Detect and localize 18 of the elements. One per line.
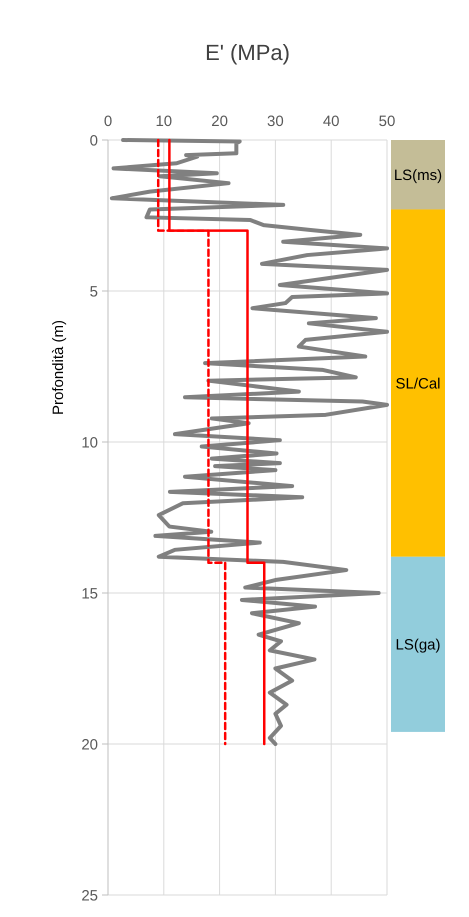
x-tick-label: 30 [267,113,284,130]
x-tick-label: 40 [322,113,340,130]
y-tick-label: 5 [90,283,98,300]
x-tick-label: 0 [104,113,112,130]
y-tick-label: 0 [90,132,98,150]
series-label: LS(ga) [395,636,441,654]
y-tick-label: 20 [81,736,98,754]
x-tick-label: 10 [155,113,172,130]
x-tick-label: 50 [378,113,396,130]
x-tick-label: 20 [211,113,228,130]
y-tick-label: 15 [81,585,98,602]
y-tick-label: 10 [81,434,98,452]
y-axis-title: Profondità (m) [50,320,67,416]
series-label: LS(ms) [394,166,442,184]
line-series [110,138,389,746]
x-axis-title: E' (MPa) [205,40,290,65]
series-label: SL/Cal [395,375,441,392]
y-tick-label: 25 [81,887,98,904]
